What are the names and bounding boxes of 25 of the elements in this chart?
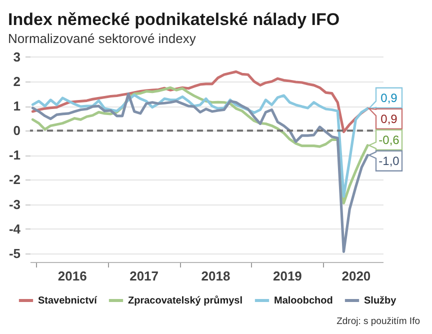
y-tick-label: 2 — [13, 74, 20, 90]
legend-label: Stavebnictví — [38, 296, 98, 306]
legend-label: Služby — [364, 296, 397, 306]
data-label: -1,0 — [378, 154, 400, 168]
y-tick-label: -2 — [8, 172, 20, 188]
y-tick-label: -5 — [8, 246, 20, 261]
y-tick-label: 3 — [13, 49, 20, 64]
y-tick-label: -4 — [8, 221, 22, 236]
data-label: 0,9 — [380, 112, 398, 126]
y-tick-label: 0 — [13, 123, 20, 138]
x-tick-label: 2017 — [130, 268, 158, 284]
legend-label: Zpracovatelský průmysl — [128, 294, 243, 306]
x-tick-label: 2020 — [342, 268, 371, 284]
text: Zdroj: s použitím Ifo — [336, 316, 420, 327]
x-tick-label: 2019 — [272, 268, 302, 284]
data-label: -0,6 — [378, 132, 400, 147]
x-tick-label: 2016 — [58, 268, 87, 284]
data-label: 0,9 — [380, 90, 398, 105]
y-tick-label: -3 — [8, 196, 20, 212]
chart-subtitle: Normalizované sektorové indexy — [8, 30, 196, 46]
x-tick-label: 2018 — [201, 268, 230, 284]
y-tick-label: 1 — [13, 98, 20, 114]
y-tick-label: -1 — [8, 148, 20, 163]
chart-title: Index německé podnikatelské nálady IFO — [8, 10, 340, 29]
legend-label: Maloobchod — [274, 296, 333, 306]
